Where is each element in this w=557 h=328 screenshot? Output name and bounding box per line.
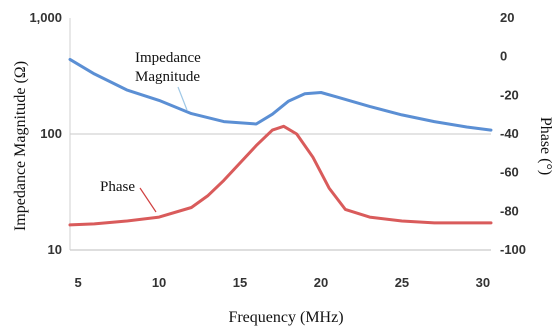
x-tick-label: 20	[314, 275, 328, 290]
y-right-tick-label: -40	[500, 126, 519, 141]
x-axis-title: Frequency (MHz)	[228, 309, 343, 326]
y-left-tick-label: 10	[48, 242, 62, 257]
series-label-impedance: Impedance Magnitude	[135, 50, 201, 85]
series-label-phase: Phase	[100, 179, 135, 195]
series-label-line: Phase	[100, 179, 135, 195]
x-tick-label: 10	[152, 275, 166, 290]
y-right-tick-label: -80	[500, 203, 519, 218]
x-tick-label: 15	[233, 275, 247, 290]
y-left-tick-label: 100	[40, 126, 62, 141]
series-lines	[68, 57, 493, 227]
series-label-phase-leader	[139, 187, 157, 213]
tick-labels: 1,000 100 10 20 0 -20 -40 -60 -80 -100 5 10 15 20 25 30	[29, 10, 526, 290]
series-phase-line	[68, 124, 493, 227]
y-right-tick-label: 20	[500, 10, 514, 25]
y-left-axis-title: Impedance Magnitude (Ω)	[12, 61, 29, 231]
x-tick-label: 30	[476, 275, 490, 290]
series-label-line: Magnitude	[135, 69, 200, 85]
series-label-line: Impedance	[135, 50, 201, 66]
x-tick-label: 25	[395, 275, 409, 290]
series-labels: Impedance Magnitude Phase	[100, 50, 201, 213]
x-tick-label: 5	[74, 275, 81, 290]
y-right-tick-label: 0	[500, 49, 507, 64]
y-left-tick-label: 1,000	[29, 10, 62, 25]
axes	[69, 18, 491, 251]
y-right-tick-label: -60	[500, 165, 519, 180]
y-right-tick-label: -20	[500, 87, 519, 102]
y-right-tick-label: -100	[500, 242, 526, 257]
y-right-axis-title: Phase (°)	[537, 117, 554, 175]
series-impedance-line	[68, 57, 493, 132]
series-label-impedance-leader	[177, 86, 188, 111]
